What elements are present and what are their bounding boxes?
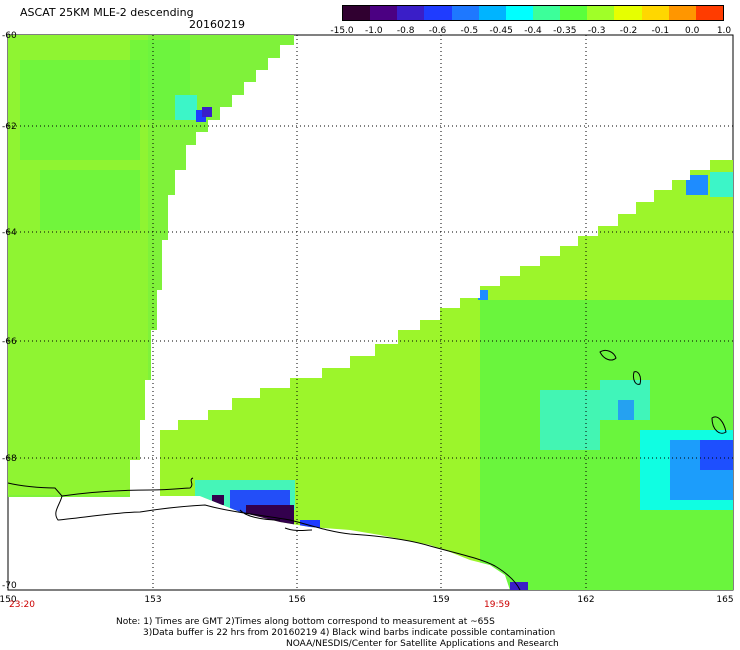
wind-patch [40,170,140,230]
longitude-label: 165 [716,595,734,605]
longitude-label: 159 [432,595,450,605]
time-label-end: 19:59 [484,600,510,610]
longitude-label: 162 [577,595,595,605]
color-scale-swatch [397,6,425,20]
wind-patch [212,495,224,505]
date-label: 20160219 [189,18,245,31]
color-scale-tick-label: 1.0 [716,26,732,36]
color-scale-tick-label: -1.0 [365,26,383,36]
wind-patch [540,390,600,450]
wind-patch [618,400,634,420]
color-scale-tick-label: -0.8 [396,26,415,36]
color-scale-bar [342,5,724,21]
color-scale-swatch [505,6,533,20]
coastline [7,477,521,591]
latitude-label: -70 [2,581,17,591]
wind-patch [710,172,733,197]
wind-patch [686,175,708,195]
color-scale-swatch [695,6,723,20]
color-scale-tick-label: -0.3 [587,26,606,36]
wind-patch [510,582,528,590]
color-scale-tick-label: -0.2 [619,26,638,36]
color-scale-tick-label: -0.35 [553,26,577,36]
color-scale-swatch [424,6,452,20]
color-scale-swatch [641,6,669,20]
color-scale-swatch [614,6,642,20]
latitude-label: -68 [2,454,17,464]
wind-patch [478,290,488,300]
latitude-label: -60 [2,31,17,41]
color-scale-swatch [343,6,371,20]
wind-patch [20,60,140,160]
color-scale-swatch [668,6,696,20]
longitude-label: 156 [288,595,306,605]
color-scale-swatch [451,6,479,20]
wind-patch [700,440,733,470]
color-scale-tick-label: -0.1 [651,26,670,36]
color-scale-tick-label: -0.4 [524,26,542,36]
graticule [8,35,733,590]
footer-note-2: 3)Data buffer is 22 hrs from 20160219 4)… [143,628,556,638]
color-scale-tick-label: -0.45 [489,26,513,36]
wind-patch [202,107,212,117]
coastline-islands [599,349,727,434]
color-scale-swatch [560,6,588,20]
wind-speed-patches [8,35,733,590]
color-scale-swatch [478,6,506,20]
footer-note-1: Note: 1) Times are GMT 2)Times along bot… [116,617,495,627]
color-scale-swatch [370,6,398,20]
chart-title: ASCAT 25KM MLE-2 descending [20,6,194,19]
wind-patch [175,95,197,120]
wind-patch [196,110,206,122]
latitude-label: -66 [2,337,17,347]
footer-credit: NOAA/NESDIS/Center for Satellite Applica… [286,639,559,649]
longitude-label: 150 [0,595,17,605]
color-scale-tick-label: 0.0 [684,26,700,36]
color-scale-swatch [587,6,615,20]
longitude-label: 153 [144,595,162,605]
color-scale-swatch [532,6,561,20]
time-label-start: 23:20 [9,600,35,610]
latitude-label: -62 [2,122,17,132]
latitude-label: -64 [2,228,17,238]
color-scale-tick-label: -0.6 [428,26,447,36]
color-scale-tick-label: -15.0 [330,26,354,36]
color-scale-tick-label: -0.5 [460,26,479,36]
